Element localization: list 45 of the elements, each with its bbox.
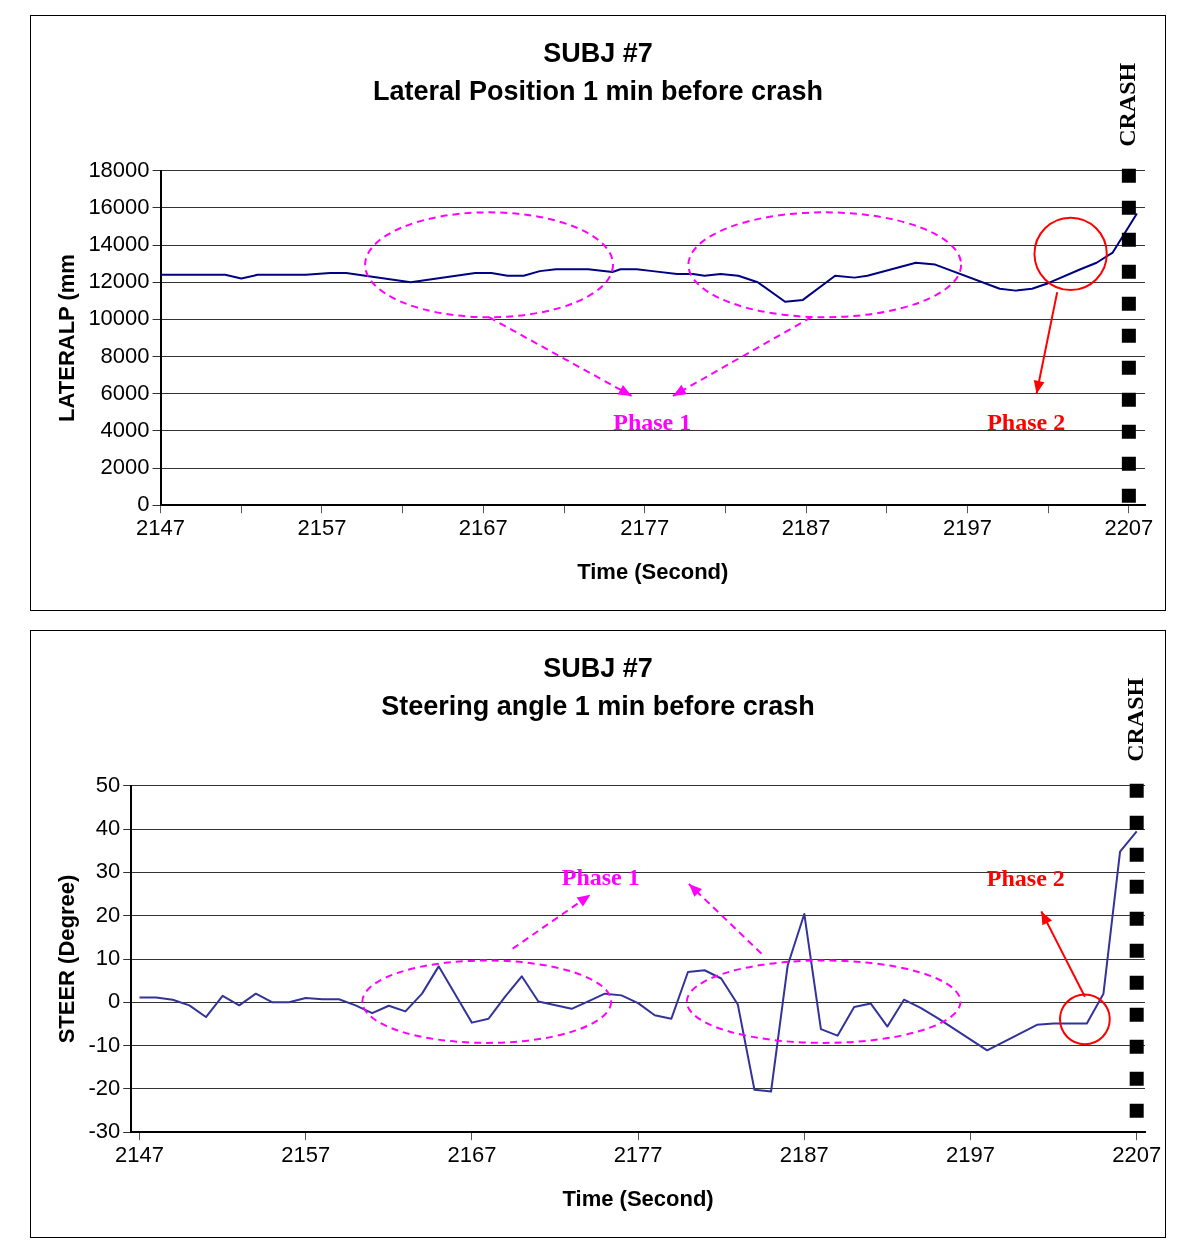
y-axis-title: STEER (Degree): [54, 874, 80, 1044]
y-tick-label: -20: [88, 1074, 121, 1100]
x-tick-label: 2147: [136, 515, 186, 541]
ref-line-label: CRASH: [1121, 677, 1148, 762]
y-tick-label: 16000: [88, 194, 150, 220]
x-tick-label: 2157: [297, 515, 347, 541]
x-tick-label: 2147: [115, 1142, 164, 1168]
y-tick-label: 12000: [88, 268, 150, 294]
y-tick-label: 30: [95, 858, 121, 884]
x-tick-label: 2177: [620, 515, 670, 541]
x-tick-label: 2197: [943, 515, 992, 541]
y-tick-label: -30: [88, 1118, 121, 1144]
y-tick-label: 40: [95, 815, 121, 841]
x-tick-label: 2167: [458, 515, 508, 541]
chart-subtitle: Steering angle 1 min before crash: [381, 691, 815, 722]
x-tick-label: 2187: [779, 1142, 829, 1168]
x-tick-label: 2177: [613, 1142, 663, 1168]
x-tick-label: 2207: [1104, 515, 1154, 541]
y-tick-label: 10000: [88, 305, 150, 331]
y-tick-label: 6000: [100, 379, 150, 405]
chart-title: SUBJ #7: [543, 652, 653, 683]
y-tick-label: 0: [137, 491, 150, 517]
y-tick-label: 2000: [100, 454, 150, 480]
x-tick-label: 2157: [281, 1142, 331, 1168]
x-tick-label: 2167: [447, 1142, 497, 1168]
y-axis-title: LATERALP (mm: [54, 254, 80, 422]
y-tick-label: 8000: [100, 342, 150, 368]
annotation: Phase 1: [613, 408, 692, 435]
y-tick-label: -10: [88, 1031, 121, 1057]
y-tick-label: 14000: [88, 231, 150, 257]
y-tick-label: 20: [95, 901, 121, 927]
y-tick-label: 50: [95, 771, 121, 797]
y-tick-label: 18000: [88, 156, 150, 182]
x-tick-label: 2207: [1112, 1142, 1162, 1168]
x-tick-label: 2187: [781, 515, 831, 541]
chart-title: SUBJ #7: [543, 37, 653, 68]
y-tick-label: 0: [107, 988, 121, 1014]
x-tick-label: 2197: [946, 1142, 995, 1168]
x-axis-title: Time (Second): [562, 1185, 714, 1211]
y-tick-label: 10: [95, 945, 121, 971]
ref-line-label: CRASH: [1114, 62, 1141, 147]
y-tick-label: 4000: [100, 416, 150, 442]
annotation: Phase 2: [987, 408, 1066, 435]
chart-subtitle: Lateral Position 1 min before crash: [372, 76, 824, 107]
x-axis-title: Time (Second): [577, 558, 729, 584]
